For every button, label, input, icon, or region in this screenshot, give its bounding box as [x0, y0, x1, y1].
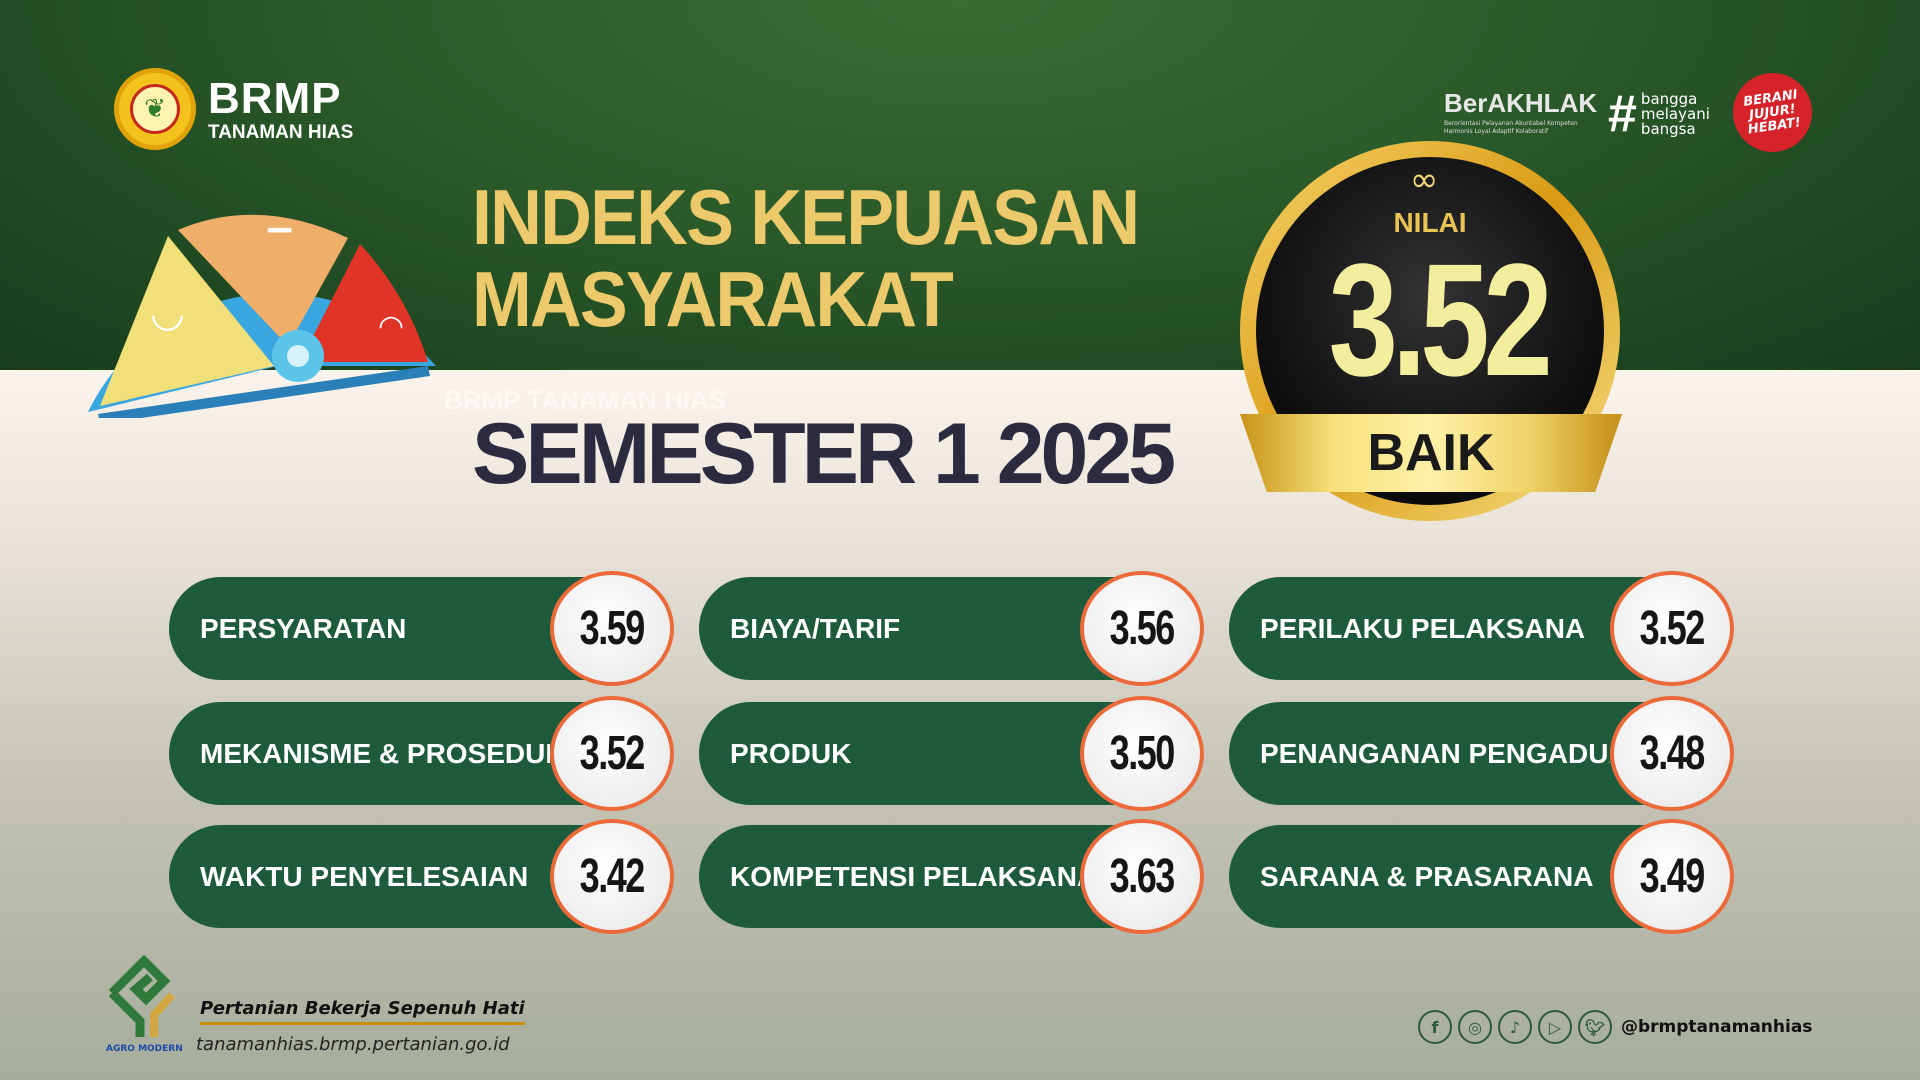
indicator-label: PERILAKU PELAKSANA [1260, 613, 1586, 644]
infinity-icon: ∞ [1410, 160, 1439, 200]
indicator-label: SARANA & PRASARANA [1260, 861, 1594, 892]
indicator-label: MEKANISME & PROSEDUR [200, 738, 550, 769]
indicator-card: SARANA & PRASARANA 3.49 [1229, 819, 1734, 934]
indicator-score: 3.42 [550, 819, 674, 934]
berakhlak-logo: BerAKHLAK [1444, 88, 1598, 118]
facebook-icon[interactable]: f [1418, 1010, 1452, 1044]
watermark: BRMP TANAMAN HIAS [444, 385, 727, 415]
melayani-text: melayani [1640, 104, 1710, 123]
indicator-card: MEKANISME & PROSEDUR 3.52 [169, 696, 674, 811]
indicator-card: PERILAKU PELAKSANA 3.52 [1229, 571, 1734, 686]
sad-segment [300, 244, 428, 362]
indicator-label: WAKTU PENYELESAIAN [200, 861, 529, 892]
grade-ribbon: BAIK [1240, 414, 1622, 492]
indicator-card: PRODUK 3.50 [699, 696, 1204, 811]
indicator-score: 3.50 [1080, 696, 1204, 811]
svg-text:◡: ◡ [150, 290, 185, 336]
kementan-logo: ❦ [114, 68, 196, 150]
period-title: SEMESTER 1 2025 [472, 406, 1176, 502]
agro-modern-logo [108, 955, 175, 1037]
hash-icon: # [1608, 85, 1637, 143]
brand-subtitle: TANAMAN HIAS [208, 122, 354, 143]
svg-text:▔: ▔ [267, 227, 292, 264]
indicator-card: WAKTU PENYELESAIAN 3.42 [169, 819, 674, 934]
instagram-icon[interactable]: ◎ [1458, 1010, 1492, 1044]
indicator-card: PENANGANAN PENGADUAN3.48 [1229, 696, 1734, 811]
indicator-label: BIAYA/TARIF [730, 613, 901, 644]
title-line1: INDEKS KEPUASAN [472, 173, 1140, 261]
indicator-label: PRODUK [730, 738, 852, 769]
twitter-icon[interactable]: 🐦︎ [1578, 1010, 1612, 1044]
tiktok-icon[interactable]: ♪ [1498, 1010, 1532, 1044]
bangga-text: bangga [1640, 89, 1698, 108]
berakhlak-tagline: Berorientasi Pelayanan Akuntabel Kompete… [1444, 120, 1578, 135]
bangga-melayani-logo: # bangga melayani bangsa [1608, 84, 1710, 144]
title-line2: MASYARAKAT [472, 255, 954, 343]
indicator-score: 3.63 [1080, 819, 1204, 934]
indicator-label: KOMPETENSI PELAKSANA [730, 861, 1080, 892]
social-icons: f ◎ ♪ ▷ 🐦︎ [1418, 1010, 1612, 1044]
slogan: Pertanian Bekerja Sepenuh Hati [200, 998, 525, 1025]
indicator-score: 3.49 [1610, 819, 1734, 934]
indicator-score: 3.52 [550, 696, 674, 811]
indicator-card: BIAYA/TARIF 3.56 [699, 571, 1204, 686]
agro-modern-text: AGRO MODERN [106, 1044, 183, 1054]
indicator-label: PERSYARATAN [200, 613, 407, 644]
youtube-icon[interactable]: ▷ [1538, 1010, 1572, 1044]
social-handle: @brmptanamanhias [1621, 1017, 1813, 1037]
indicator-label: PENANGANAN PENGADUAN [1260, 738, 1610, 769]
overall-score: 3.52 [1328, 230, 1553, 409]
indicator-score: 3.56 [1080, 571, 1204, 686]
bangsa-text: bangsa [1640, 119, 1696, 138]
neutral-segment [178, 214, 348, 346]
satisfaction-gauge-illustration: ◡ ▔ ◠ [88, 214, 436, 418]
indicator-score: 3.48 [1610, 696, 1734, 811]
happy-segment [100, 236, 274, 406]
indicator-card: PERSYARATAN 3.59 [169, 571, 674, 686]
brand-name: BRMP [208, 74, 342, 123]
badge-label: NILAI [1393, 207, 1467, 238]
leaf-icon: ❦ [130, 84, 180, 134]
website-link[interactable]: tanamanhias.brmp.pertanian.go.id [196, 1034, 510, 1055]
indicator-score: 3.59 [550, 571, 674, 686]
indicator-card: KOMPETENSI PELAKSANA 3.63 [699, 819, 1204, 934]
indicator-score: 3.52 [1610, 571, 1734, 686]
svg-text:◠: ◠ [378, 309, 404, 344]
